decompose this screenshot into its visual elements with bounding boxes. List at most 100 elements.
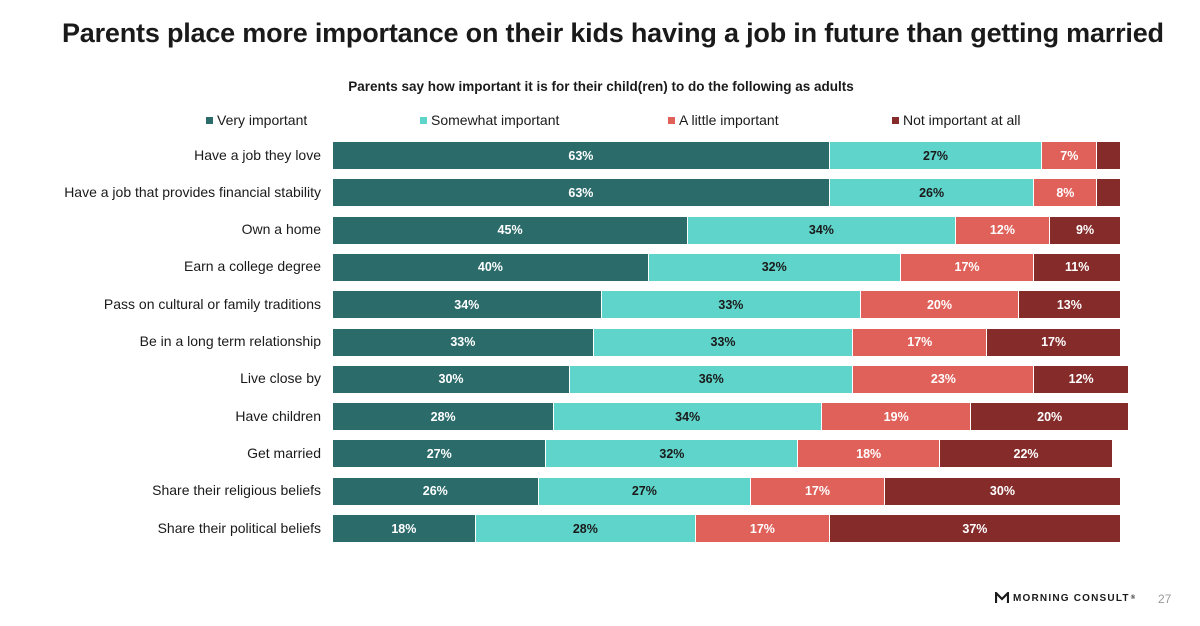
bar-segment-very-important: 26%: [333, 477, 538, 505]
bar-segment-not-important-at-all: 22%: [938, 440, 1113, 468]
bar-segment-not-important-at-all: 37%: [828, 515, 1120, 542]
legend-label: Very important: [217, 112, 308, 128]
bar-segment-very-important: 63%: [333, 142, 829, 169]
data-label: 28%: [430, 409, 456, 424]
legend-label: Somewhat important: [431, 112, 560, 128]
legend-item-a-little-important: A little important: [668, 112, 779, 128]
data-label: 13%: [1056, 297, 1082, 312]
bar-segment-somewhat-important: 32%: [647, 253, 900, 281]
category-label-share-their-religious-beliefs: Share their religious beliefs: [152, 482, 321, 499]
data-label: 33%: [450, 335, 476, 349]
legend-item-very-important: Very important: [206, 112, 307, 128]
data-label: 18%: [856, 446, 882, 461]
legend-label: A little important: [679, 112, 779, 128]
data-label: 18%: [391, 521, 417, 536]
bar-segment-very-important: 45%: [333, 216, 688, 244]
bar-segment-very-important: 40%: [333, 253, 648, 281]
legend-swatch: [420, 116, 427, 124]
logo-icon: [995, 592, 1009, 603]
data-label: 27%: [426, 446, 452, 461]
data-label: 26%: [919, 185, 945, 200]
data-label: 32%: [659, 446, 685, 461]
data-label: 12%: [1068, 372, 1094, 387]
data-label: 34%: [675, 409, 701, 424]
data-label: 45%: [497, 223, 523, 238]
data-label: 17%: [749, 521, 775, 536]
bar-segment-a-little-important: 8%: [1033, 179, 1097, 207]
bar-segment-not-important-at-all: [1096, 142, 1120, 169]
bar-segment-a-little-important: 19%: [820, 403, 971, 431]
bar-segment-very-important: 18%: [333, 515, 475, 542]
bar-segment-not-important-at-all: 12%: [1033, 365, 1128, 393]
slide-title: Parents place more importance on their k…: [62, 18, 1164, 48]
logo-registered-mark: ®: [1130, 595, 1136, 601]
bar-segment-a-little-important: 17%: [899, 253, 1034, 281]
category-label-live-close-by: Live close by: [240, 370, 321, 387]
bar-segment-a-little-important: 17%: [750, 477, 884, 505]
data-label: 63%: [568, 148, 594, 163]
bar-segment-somewhat-important: 36%: [569, 365, 853, 393]
category-label-have-children: Have children: [235, 407, 321, 424]
data-label: 27%: [631, 484, 657, 499]
legend-item-somewhat-important: Somewhat important: [420, 112, 559, 128]
category-label-have-a-job-that-provides-financial-stability: Have a job that provides financial stabi…: [64, 183, 321, 200]
bar-segment-somewhat-important: 28%: [474, 515, 696, 542]
data-label: 17%: [804, 484, 831, 499]
data-label: 9%: [1076, 223, 1095, 238]
chart-title: Parents say how important it is for thei…: [348, 79, 854, 94]
data-label: 30%: [989, 484, 1015, 499]
data-label: 11%: [1065, 260, 1090, 275]
category-label-be-in-a-long-term-relationship: Be in a long term relationship: [139, 333, 321, 349]
bar-segment-a-little-important: 17%: [852, 328, 987, 356]
bar-segment-a-little-important: 17%: [695, 515, 829, 542]
data-label: 33%: [710, 335, 736, 349]
legend-swatch: [668, 116, 675, 124]
data-label: 36%: [698, 372, 724, 387]
bar-segment-somewhat-important: 32%: [545, 440, 798, 468]
bar-segment-somewhat-important: 33%: [592, 328, 853, 356]
bar-segment-very-important: 63%: [333, 179, 829, 207]
bar-segment-very-important: 33%: [333, 328, 593, 356]
data-label: 30%: [438, 372, 464, 387]
data-label: 26%: [422, 484, 448, 499]
legend-swatch: [206, 116, 213, 124]
data-label: 23%: [930, 372, 956, 387]
data-label: 27%: [923, 148, 949, 163]
data-label: 12%: [989, 223, 1015, 238]
data-label: 37%: [962, 521, 988, 536]
category-label-share-their-political-beliefs: Share their political beliefs: [157, 519, 321, 536]
legend-label: Not important at all: [903, 112, 1021, 128]
data-label: 32%: [761, 260, 787, 275]
bar-segment-somewhat-important: 34%: [687, 216, 955, 244]
data-label: 17%: [1041, 335, 1067, 349]
bar-segment-a-little-important: 7%: [1041, 142, 1097, 169]
data-label: 40%: [477, 260, 503, 275]
logo-text: MORNING CONSULT: [1013, 592, 1130, 604]
bar-segment-somewhat-important: 27%: [537, 477, 751, 505]
legend-swatch: [892, 116, 899, 124]
bar-segment-not-important-at-all: 13%: [1017, 291, 1120, 319]
bar-segment-somewhat-important: 27%: [828, 142, 1042, 169]
data-label: 33%: [718, 297, 744, 312]
data-label: 20%: [926, 297, 952, 312]
page-number: 27: [1158, 592, 1172, 606]
bar-segment-not-important-at-all: 9%: [1049, 216, 1120, 244]
data-label: 22%: [1013, 446, 1039, 461]
data-label: 34%: [808, 223, 834, 238]
bar-segment-not-important-at-all: 20%: [970, 403, 1128, 431]
bar-segment-a-little-important: 12%: [954, 216, 1050, 244]
data-label: 28%: [572, 521, 598, 536]
bar-segment-not-important-at-all: 17%: [986, 328, 1120, 356]
category-label-get-married: Get married: [247, 444, 321, 461]
bar-segment-very-important: 28%: [333, 403, 554, 431]
legend-item-not-important-at-all: Not important at all: [892, 112, 1021, 128]
data-label: 20%: [1037, 409, 1063, 424]
morning-consult-logo: MORNING CONSULT ®: [995, 592, 1135, 604]
bar-segment-somewhat-important: 33%: [600, 291, 861, 319]
category-label-own-a-home: Own a home: [241, 221, 321, 238]
category-label-pass-on-cultural-or-family-traditions: Pass on cultural or family traditions: [103, 295, 321, 312]
bar-segment-a-little-important: 18%: [797, 440, 939, 468]
category-label-earn-a-college-degree: Earn a college degree: [184, 258, 321, 275]
data-label: 8%: [1056, 185, 1075, 200]
bar-segment-not-important-at-all: 30%: [883, 477, 1120, 505]
